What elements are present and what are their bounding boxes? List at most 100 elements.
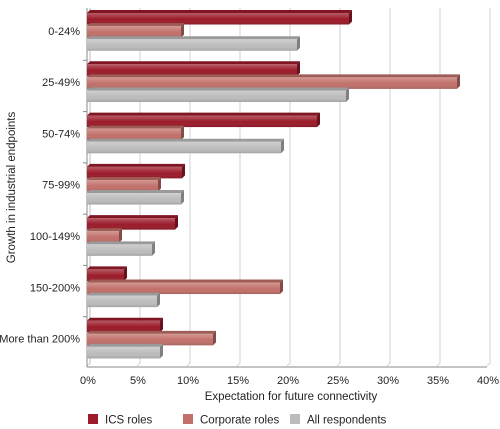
bar-shading (87, 193, 181, 205)
bar-top-face (87, 61, 300, 65)
bar-shading (87, 77, 457, 89)
bar-end-face (175, 215, 178, 230)
bar-top-face (87, 125, 184, 129)
bar-top-face (87, 87, 349, 91)
legend-swatch (183, 414, 193, 424)
bar-top-face (87, 215, 178, 219)
bar (87, 279, 283, 295)
bar-end-face (346, 87, 349, 102)
legend-item: Corporate roles (183, 414, 280, 427)
gridline-floor (186, 362, 191, 367)
category-label: More than 200% (0, 334, 80, 346)
x-axis-title: Expectation for future connectivity (205, 391, 378, 403)
x-tick-label: 30% (377, 375, 399, 387)
bar-shading (87, 320, 160, 333)
x-tick-label: 40% (477, 375, 499, 387)
bar-end-face (297, 36, 300, 51)
bar (87, 330, 216, 346)
bar-end-face (124, 266, 127, 281)
category-label: 0-24% (48, 26, 80, 38)
bar-end-face (160, 317, 163, 333)
x-tick-label: 25% (327, 375, 349, 387)
bar-top-face (87, 330, 216, 334)
bar (87, 241, 155, 256)
bar-end-face (158, 176, 161, 192)
legend-item: ICS roles (88, 414, 153, 427)
bar-end-face (119, 228, 122, 243)
bar (87, 10, 352, 25)
gridline-floor (286, 362, 291, 367)
bar-shading (87, 282, 280, 295)
bar (87, 176, 161, 192)
legend-swatch (88, 414, 98, 424)
x-tick-label: 15% (227, 375, 249, 387)
bar-end-face (457, 74, 460, 89)
bar-end-face (160, 343, 163, 359)
bar-top-face (87, 343, 163, 347)
gridline-floor (386, 362, 391, 367)
legend-item: All respondents (290, 414, 387, 427)
bar-end-face (182, 163, 185, 179)
category-label: 150-200% (30, 282, 80, 294)
bar-end-face (297, 61, 300, 76)
bar (87, 163, 185, 179)
bar-top-face (87, 23, 184, 27)
x-tick-label: 0% (80, 375, 96, 387)
bar (87, 228, 122, 243)
category-labels: 0-24% 25-49% 50-74% 75-99% 100-149% 150-200% M… (0, 26, 80, 346)
bar-shading (87, 295, 157, 308)
bar-end-face (280, 279, 283, 295)
bar (87, 292, 160, 308)
bar-end-face (181, 190, 184, 205)
bar-shading (87, 244, 152, 256)
bar-shading (87, 231, 119, 243)
gridline-floor (486, 362, 491, 367)
bar-top-face (87, 292, 160, 296)
bar-shading (87, 269, 124, 281)
bar-shading (87, 64, 297, 76)
bar (87, 74, 460, 89)
bar-shading (87, 346, 160, 359)
bar-top-face (87, 163, 185, 167)
category-label: 100-149% (30, 231, 80, 243)
bar (87, 36, 300, 51)
bar (87, 317, 163, 333)
gridline-floor (436, 362, 441, 367)
bar-shading (87, 115, 317, 128)
bar-top-face (87, 190, 184, 194)
bar (87, 138, 284, 154)
bar-top-face (87, 138, 284, 142)
bar-shading (87, 141, 281, 154)
bar-end-face (213, 330, 216, 346)
bar (87, 266, 127, 281)
bar-shading (87, 13, 349, 25)
category-label: 75-99% (42, 180, 80, 192)
bar (87, 215, 178, 230)
bar (87, 190, 184, 205)
category-label: 50-74% (42, 128, 80, 140)
bar-top-face (87, 266, 127, 270)
x-tick-labels: 0% 5% 10% 15% 20% 25% 30% 35% 40% (80, 375, 499, 387)
bar (87, 125, 184, 141)
bar-shading (87, 39, 297, 51)
bar-shading (87, 218, 175, 230)
bar-end-face (349, 10, 352, 25)
bar-top-face (87, 36, 300, 40)
bar-top-face (87, 241, 155, 245)
bar-end-face (181, 125, 184, 141)
legend-label: All respondents (307, 415, 387, 427)
x-tick-label: 5% (130, 375, 146, 387)
bar-end-face (157, 292, 160, 308)
bar-top-face (87, 279, 283, 283)
bar-shading (87, 128, 181, 141)
y-axis-title: Growth in industrial endpoints (6, 112, 18, 264)
category-label: 25-49% (42, 77, 80, 89)
bar (87, 61, 300, 76)
bar-top-face (87, 176, 161, 180)
gridline-floor (136, 362, 141, 367)
bar-end-face (181, 23, 184, 38)
gridline-floor (336, 362, 341, 367)
bar-top-face (87, 317, 163, 321)
bar (87, 343, 163, 359)
